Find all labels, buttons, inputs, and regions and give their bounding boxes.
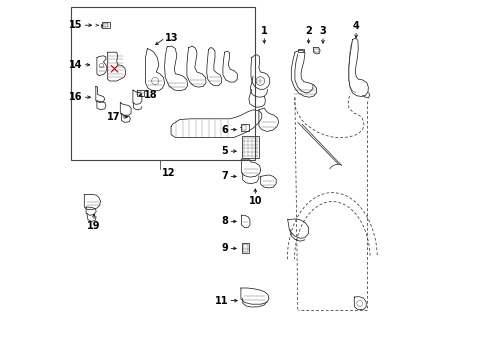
Text: 6: 6 xyxy=(221,125,228,135)
Bar xyxy=(241,124,248,131)
Text: 13: 13 xyxy=(165,33,179,43)
Bar xyxy=(137,91,141,95)
Text: 19: 19 xyxy=(87,221,101,231)
Bar xyxy=(71,7,254,160)
Text: 4: 4 xyxy=(352,21,359,31)
Text: 15: 15 xyxy=(69,20,82,30)
Text: 9: 9 xyxy=(221,243,228,253)
Bar xyxy=(314,49,318,52)
Bar xyxy=(136,90,144,96)
Text: 7: 7 xyxy=(221,171,228,181)
Text: 10: 10 xyxy=(248,196,262,206)
Text: 2: 2 xyxy=(305,26,311,36)
Text: 17: 17 xyxy=(106,112,120,122)
Text: 11: 11 xyxy=(214,296,228,306)
Bar xyxy=(297,49,304,52)
Text: 12: 12 xyxy=(162,168,175,178)
Bar xyxy=(241,125,245,130)
Bar xyxy=(242,243,249,253)
Text: 1: 1 xyxy=(261,26,267,36)
Text: 14: 14 xyxy=(69,60,82,70)
Text: 8: 8 xyxy=(221,216,228,226)
Text: 18: 18 xyxy=(143,90,157,100)
Text: 16: 16 xyxy=(69,92,82,102)
Text: 3: 3 xyxy=(319,26,325,36)
Text: 5: 5 xyxy=(221,146,228,156)
Bar xyxy=(241,136,258,158)
Bar xyxy=(102,22,110,28)
Bar xyxy=(103,23,108,27)
Bar xyxy=(242,244,248,252)
